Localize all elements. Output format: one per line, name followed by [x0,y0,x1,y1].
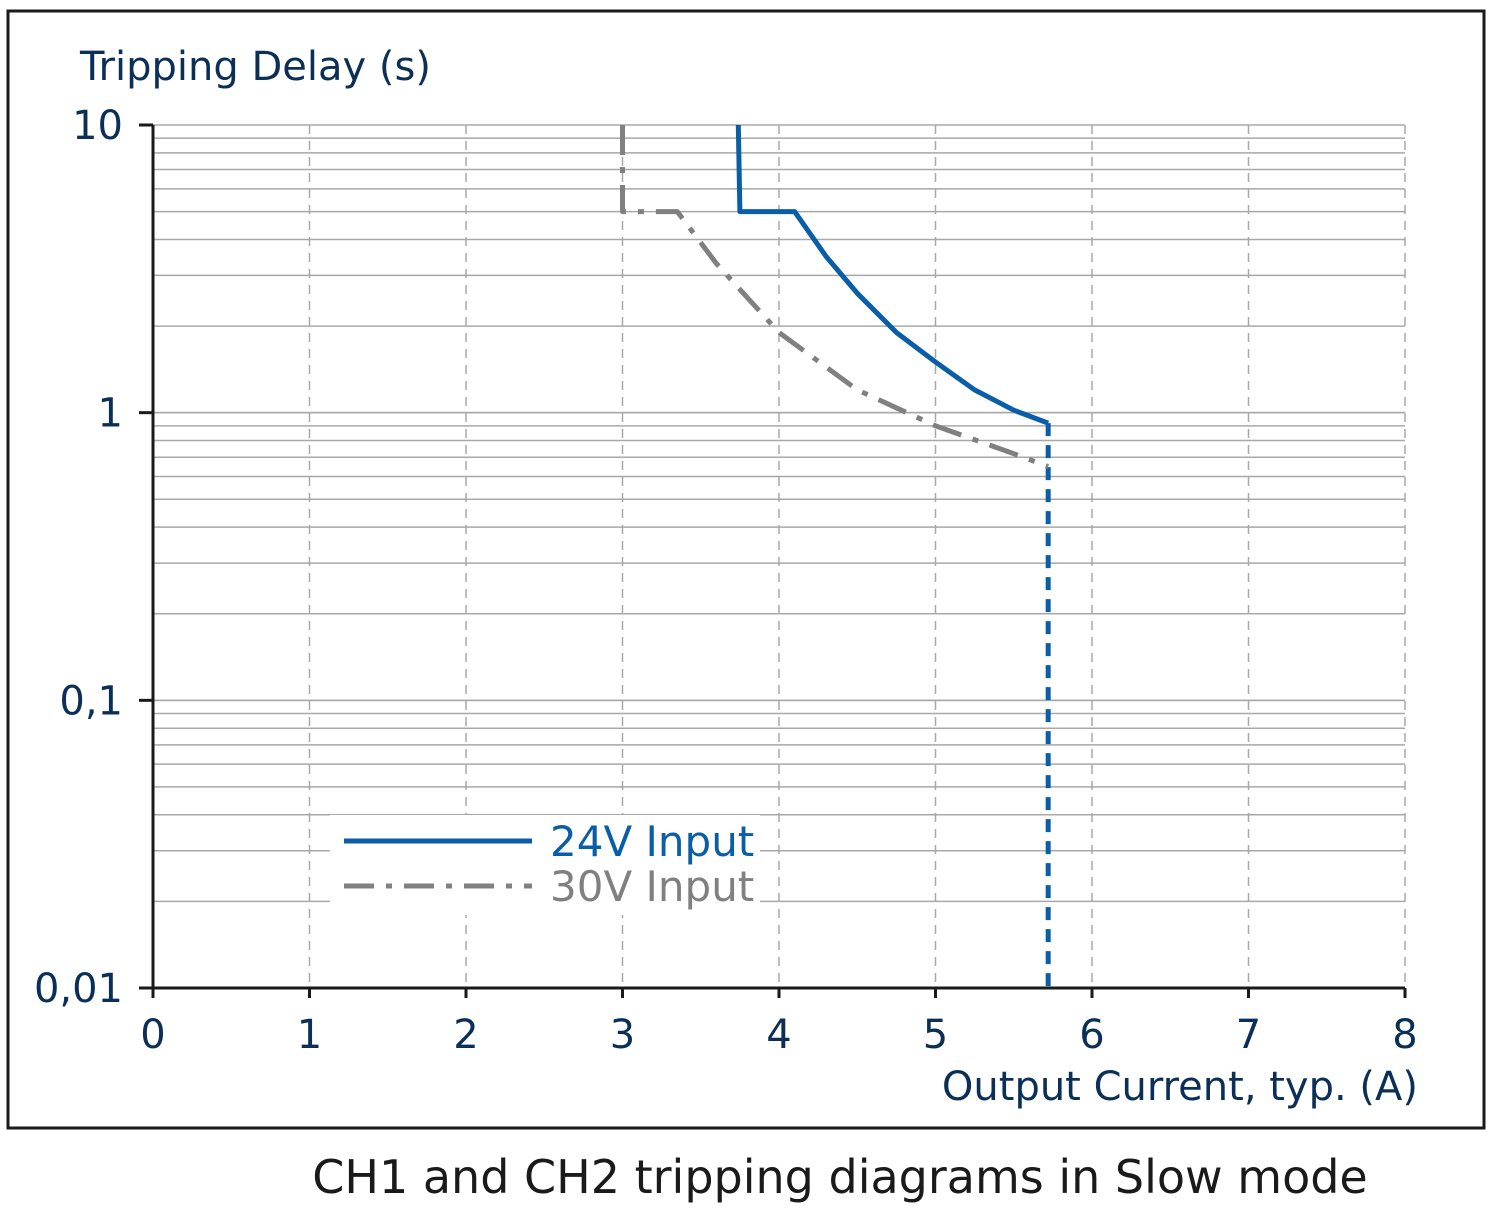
figure-caption: CH1 and CH2 tripping diagrams in Slow mo… [312,1150,1368,1204]
x-tick-label: 3 [610,1012,635,1058]
legend: 24V Input 30V Input [344,817,754,911]
y-tick-label: 1 [98,391,123,437]
x-tick-label: 7 [1236,1012,1261,1058]
series [620,124,1051,988]
x-tick-label: 8 [1392,1012,1417,1058]
x-tick-label: 4 [766,1012,791,1058]
x-tick-label: 0 [140,1012,165,1058]
x-tick-label: 5 [923,1012,948,1058]
legend-background [330,815,760,915]
x-tick-label: 1 [297,1012,322,1058]
chart-frame [6,9,1486,1130]
x-tick-label: 6 [1079,1012,1104,1058]
series-line-1 [620,125,1050,469]
x-axis-label: Output Current, typ. (A) [942,1064,1418,1110]
axes: 0 1 2 3 4 5 6 7 8 10 1 0,1 0,01 [34,103,1418,1058]
y-tick-label: 0,1 [59,678,123,724]
y-tick-label: 10 [72,103,123,149]
y-axis-label: Tripping Delay (s) [79,44,431,90]
legend-label-24v: 24V Input [550,817,754,866]
x-tick-label: 2 [453,1012,478,1058]
y-tick-label: 0,01 [34,966,123,1012]
legend-label-30v: 30V Input [550,862,754,911]
series-line-0 [735,124,1050,426]
